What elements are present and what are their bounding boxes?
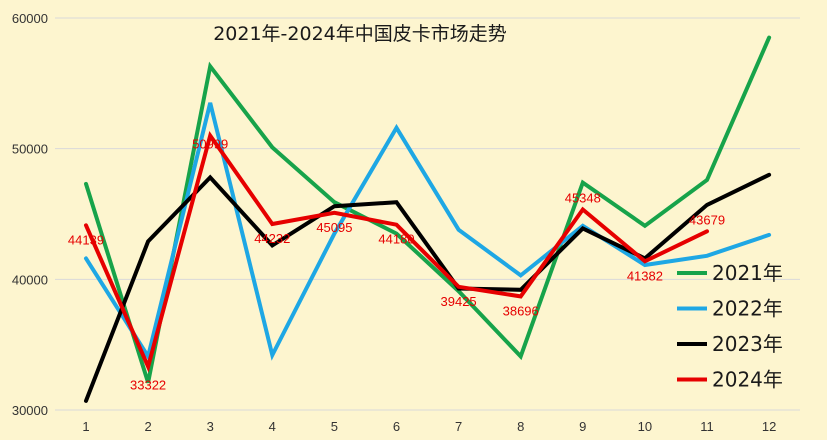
x-tick-label: 10 [638,419,652,434]
data-label: 44232 [254,231,290,246]
legend-label: 2023年 [712,332,783,356]
data-label: 38696 [503,303,539,318]
x-tick-label: 6 [393,419,400,434]
x-tick-label: 8 [517,419,524,434]
data-label: 39425 [441,294,477,309]
x-tick-label: 11 [700,419,714,434]
legend-label: 2022年 [712,297,783,321]
data-label: 44180 [378,232,414,247]
series-line [84,172,772,403]
y-tick-label: 50000 [12,142,48,157]
y-tick-label: 30000 [12,403,48,418]
series-line [84,35,772,384]
x-tick-label: 4 [269,419,276,434]
x-tick-label: 9 [579,419,586,434]
x-tick-label: 5 [331,419,338,434]
data-label: 45348 [565,190,601,205]
data-label: 50999 [192,137,228,152]
x-tick-label: 2 [144,419,151,434]
series-line [84,130,709,373]
series-line [84,102,772,362]
data-label: 43679 [689,212,725,227]
y-tick-label: 60000 [12,11,48,26]
y-tick-label: 40000 [12,272,48,287]
x-tick-label: 1 [82,419,89,434]
data-label: 41382 [627,268,663,283]
data-label: 44139 [68,232,104,247]
x-tick-label: 7 [455,419,462,434]
legend-label: 2024年 [712,368,783,392]
data-label: 33322 [130,378,166,393]
x-tick-label: 12 [762,419,776,434]
legend-label: 2021年 [712,261,783,285]
data-label: 45095 [316,220,352,235]
chart-title: 2021年-2024年中国皮卡市场走势 [213,23,507,45]
x-tick-label: 3 [207,419,214,434]
